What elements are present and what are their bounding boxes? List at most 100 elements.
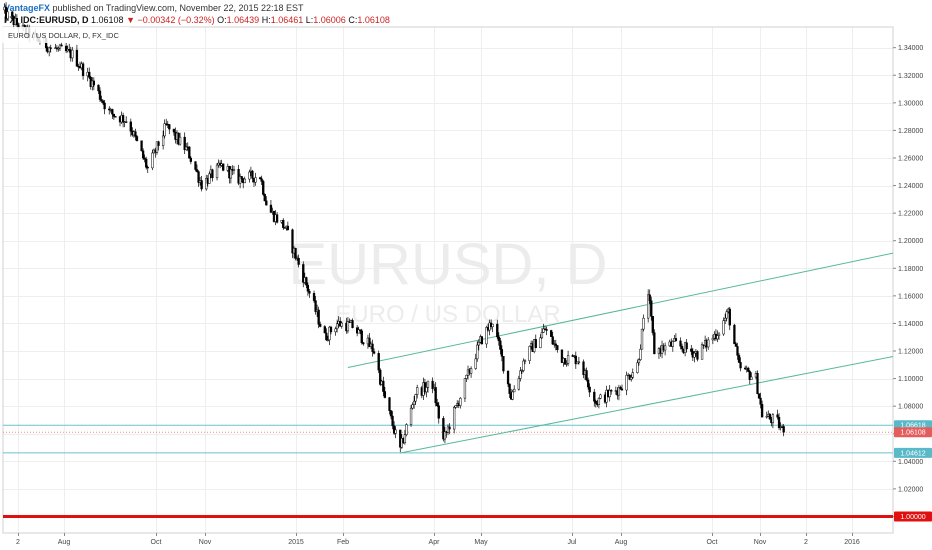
candle-body[interactable] [550, 330, 553, 337]
candle-body[interactable] [92, 80, 95, 86]
candle-body[interactable] [251, 170, 254, 179]
candle-body[interactable] [757, 393, 761, 399]
candle-body[interactable] [60, 44, 63, 47]
candle-body[interactable] [680, 345, 684, 350]
candle-body[interactable] [134, 131, 137, 137]
candle-body[interactable] [112, 113, 116, 117]
candle-body[interactable] [650, 300, 653, 317]
candle-body[interactable] [636, 362, 639, 373]
candle-body[interactable] [750, 376, 753, 380]
candle-body[interactable] [576, 361, 579, 365]
candle-body[interactable] [312, 293, 316, 301]
candle-body[interactable] [663, 345, 667, 351]
candle-body[interactable] [185, 146, 188, 150]
candle-body[interactable] [222, 163, 225, 171]
candle-body[interactable] [696, 351, 699, 360]
candle-body[interactable] [577, 361, 581, 363]
candle-body[interactable] [476, 344, 479, 360]
candle-body[interactable] [411, 404, 414, 409]
candle-body[interactable] [765, 416, 768, 418]
candle-body[interactable] [200, 180, 203, 190]
candle-body[interactable] [711, 337, 714, 341]
candle-body[interactable] [508, 383, 511, 394]
candle-body[interactable] [617, 386, 621, 396]
candle-body[interactable] [49, 47, 52, 49]
candle-body[interactable] [747, 367, 750, 372]
candle-body[interactable] [308, 290, 311, 294]
candle-body[interactable] [722, 320, 725, 335]
candle-body[interactable] [519, 370, 522, 379]
candle-body[interactable] [768, 413, 771, 420]
candle-body[interactable] [465, 374, 468, 379]
candle-body[interactable] [734, 343, 738, 347]
candle-body[interactable] [551, 336, 554, 345]
candle-body[interactable] [243, 178, 246, 184]
candle-body[interactable] [586, 379, 590, 388]
candle-body[interactable] [700, 344, 704, 360]
candle-body[interactable] [630, 377, 633, 380]
candle-body[interactable] [620, 388, 624, 391]
candle-body[interactable] [545, 329, 548, 331]
candle-body[interactable] [522, 360, 525, 371]
candle-body[interactable] [335, 323, 339, 330]
candle-body[interactable] [480, 336, 484, 345]
candle-body[interactable] [717, 333, 721, 336]
candle-body[interactable] [305, 277, 308, 286]
channel-lower-line[interactable] [400, 356, 894, 454]
candle-body[interactable] [155, 141, 159, 153]
candle-body[interactable] [263, 194, 266, 202]
candle-body[interactable] [409, 407, 413, 425]
candle-body[interactable] [648, 294, 651, 301]
candle-body[interactable] [756, 373, 759, 394]
candle-body[interactable] [57, 47, 60, 50]
candle-body[interactable] [733, 324, 736, 345]
candle-body[interactable] [737, 355, 741, 363]
candle-body[interactable] [593, 391, 596, 402]
candle-body[interactable] [716, 335, 719, 340]
publisher-name[interactable]: VantageFX [4, 3, 51, 13]
candle-body[interactable] [208, 173, 211, 184]
candle-body[interactable] [48, 47, 51, 53]
candle-body[interactable] [269, 204, 273, 213]
candle-body[interactable] [463, 378, 467, 399]
candle-body[interactable] [351, 320, 354, 328]
candle-body[interactable] [286, 225, 290, 231]
candle-body[interactable] [748, 371, 751, 380]
candle-body[interactable] [129, 121, 132, 132]
candle-body[interactable] [574, 355, 577, 365]
candle-body[interactable] [326, 339, 330, 341]
candle-body[interactable] [141, 150, 145, 159]
candle-body[interactable] [15, 18, 19, 25]
candle-body[interactable] [125, 121, 128, 123]
candle-body[interactable] [101, 100, 105, 104]
candle-body[interactable] [306, 284, 310, 292]
horizontal-lines[interactable] [3, 424, 893, 518]
candle-body[interactable] [446, 426, 450, 433]
candle-body[interactable] [477, 341, 480, 346]
candles[interactable] [3, 2, 785, 453]
candle-body[interactable] [329, 326, 333, 333]
candle-body[interactable] [260, 178, 263, 182]
candle-body[interactable] [685, 342, 688, 350]
candle-body[interactable] [619, 386, 622, 390]
channel-upper-line[interactable] [347, 252, 894, 369]
candle-body[interactable] [172, 128, 176, 133]
candle-body[interactable] [736, 346, 739, 356]
candle-body[interactable] [328, 326, 331, 341]
candle-body[interactable] [81, 63, 85, 77]
candle-body[interactable] [502, 356, 505, 372]
candle-body[interactable] [297, 257, 300, 265]
candle-body[interactable] [556, 345, 559, 351]
candle-body[interactable] [414, 394, 417, 402]
candle-body[interactable] [168, 124, 171, 130]
candle-body[interactable] [528, 346, 531, 361]
candle-body[interactable] [771, 414, 775, 424]
candle-body[interactable] [442, 418, 445, 440]
candle-body[interactable] [639, 348, 642, 360]
candle-body[interactable] [346, 321, 350, 332]
candle-body[interactable] [145, 158, 148, 168]
candle-body[interactable] [534, 339, 537, 349]
candle-body[interactable] [394, 429, 397, 434]
candle-body[interactable] [334, 328, 337, 333]
